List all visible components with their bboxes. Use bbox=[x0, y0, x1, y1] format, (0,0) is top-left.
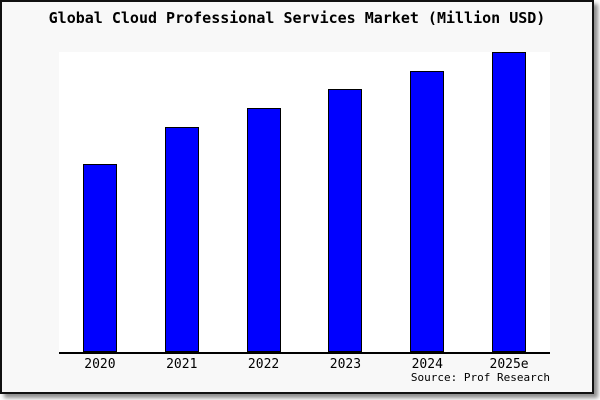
x-tick-label-2025e: 2025e bbox=[489, 357, 529, 372]
plot-area bbox=[59, 52, 550, 354]
source-credit: Source: Prof Research bbox=[410, 371, 550, 384]
x-tick-label-2023: 2023 bbox=[329, 357, 362, 372]
x-tick-label-2024: 2024 bbox=[411, 357, 443, 372]
x-tick-label-2020: 2020 bbox=[84, 357, 116, 372]
chart-title: Global Cloud Professional Services Marke… bbox=[48, 9, 546, 27]
bar-2022 bbox=[246, 108, 281, 352]
bar-2024 bbox=[410, 71, 445, 352]
bar-2023 bbox=[328, 89, 363, 352]
x-tick-label-2021: 2021 bbox=[166, 357, 198, 372]
bar-2020 bbox=[82, 164, 117, 352]
bar-2025e bbox=[492, 52, 527, 352]
bar-2021 bbox=[164, 127, 199, 352]
chart-frame: Global Cloud Professional Services Marke… bbox=[0, 0, 594, 394]
x-tick-label-2022: 2022 bbox=[247, 357, 280, 372]
